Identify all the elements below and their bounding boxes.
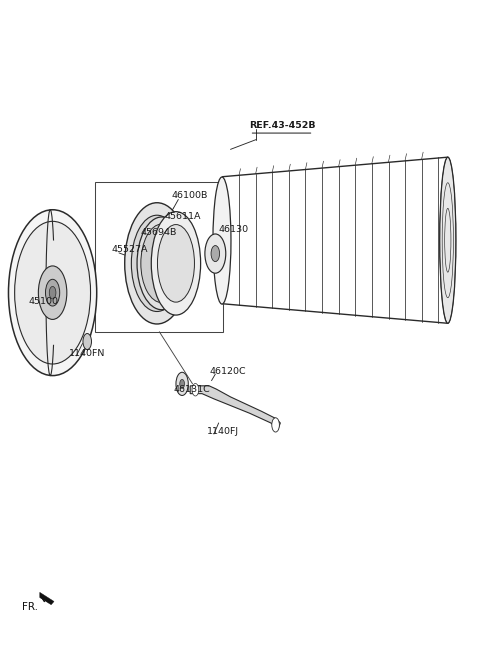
Ellipse shape xyxy=(14,221,91,364)
FancyArrowPatch shape xyxy=(42,598,49,602)
Ellipse shape xyxy=(192,384,199,396)
Text: 45527A: 45527A xyxy=(112,244,148,254)
Text: FR.: FR. xyxy=(22,602,38,612)
Ellipse shape xyxy=(213,177,231,304)
Ellipse shape xyxy=(141,224,182,303)
Ellipse shape xyxy=(137,217,186,309)
Ellipse shape xyxy=(83,334,92,350)
Ellipse shape xyxy=(46,279,60,306)
Ellipse shape xyxy=(38,266,67,319)
Polygon shape xyxy=(190,386,280,430)
Ellipse shape xyxy=(9,210,96,376)
Ellipse shape xyxy=(125,203,189,324)
Ellipse shape xyxy=(132,215,182,311)
Text: 45694B: 45694B xyxy=(140,229,177,237)
Text: 46131C: 46131C xyxy=(174,385,210,394)
Ellipse shape xyxy=(157,225,194,302)
Ellipse shape xyxy=(176,373,188,396)
Text: 1140FJ: 1140FJ xyxy=(207,427,239,436)
Text: 46130: 46130 xyxy=(219,225,249,234)
Ellipse shape xyxy=(151,212,201,315)
Ellipse shape xyxy=(205,234,226,273)
Text: 45100: 45100 xyxy=(29,297,59,306)
Polygon shape xyxy=(40,593,54,604)
Ellipse shape xyxy=(49,286,56,299)
Text: 46100B: 46100B xyxy=(171,191,207,200)
Ellipse shape xyxy=(211,246,219,261)
Text: REF.43-452B: REF.43-452B xyxy=(250,121,316,130)
Text: 46120C: 46120C xyxy=(209,367,246,376)
Text: 45611A: 45611A xyxy=(164,212,201,221)
Ellipse shape xyxy=(440,157,456,323)
Ellipse shape xyxy=(272,418,279,432)
Ellipse shape xyxy=(180,379,184,388)
Text: 1140FN: 1140FN xyxy=(69,349,106,358)
